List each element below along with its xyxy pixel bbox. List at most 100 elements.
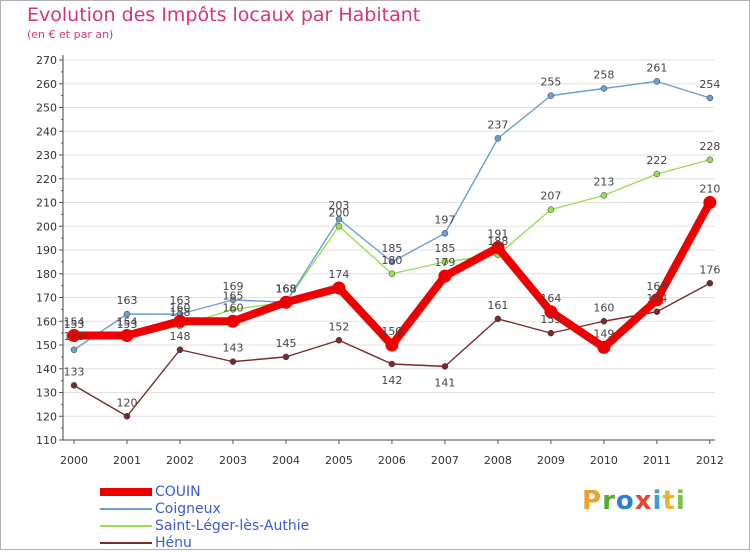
chart-legend: COUIN Coigneux Saint-Léger-lès-Authie Hénu bbox=[100, 484, 400, 552]
logo-letter: r bbox=[602, 486, 616, 516]
data-point bbox=[279, 295, 293, 309]
data-label: 179 bbox=[434, 256, 455, 269]
data-point bbox=[706, 280, 714, 287]
data-label: 168 bbox=[275, 282, 296, 295]
data-label: 133 bbox=[64, 365, 85, 378]
chart-title: Evolution des Impôts locaux par Habitant bbox=[27, 4, 421, 26]
data-label: 228 bbox=[699, 140, 720, 153]
data-label: 164 bbox=[646, 292, 667, 305]
logo-letter: x bbox=[634, 486, 653, 516]
data-label: 160 bbox=[593, 301, 614, 314]
data-point bbox=[70, 382, 78, 389]
data-label: 158 bbox=[169, 306, 190, 319]
data-point bbox=[70, 346, 78, 353]
legend-swatch bbox=[100, 525, 152, 527]
data-point bbox=[597, 340, 611, 354]
legend-label: Hénu bbox=[155, 535, 192, 551]
data-point bbox=[335, 223, 343, 230]
data-label: 163 bbox=[116, 294, 137, 307]
data-label: 142 bbox=[381, 374, 402, 387]
data-label: 180 bbox=[381, 254, 402, 267]
data-point bbox=[547, 329, 555, 337]
data-label: 164 bbox=[540, 292, 561, 305]
data-label: 261 bbox=[646, 61, 667, 74]
data-label: 258 bbox=[593, 69, 614, 82]
data-label: 163 bbox=[169, 294, 190, 307]
x-tick-label: 2005 bbox=[325, 454, 353, 467]
data-label: 188 bbox=[487, 235, 508, 248]
data-point bbox=[491, 241, 505, 255]
y-tick-label: 230 bbox=[36, 149, 57, 162]
logo-letter: o bbox=[615, 486, 635, 516]
data-label: 161 bbox=[487, 299, 508, 312]
data-label: 169 bbox=[222, 280, 243, 293]
data-label: 141 bbox=[434, 376, 455, 389]
data-point bbox=[335, 215, 343, 223]
data-point bbox=[438, 269, 452, 283]
y-tick-label: 200 bbox=[36, 220, 57, 233]
data-label: 174 bbox=[328, 268, 349, 281]
data-point bbox=[494, 135, 502, 142]
data-label: 185 bbox=[434, 242, 455, 255]
data-label: 165 bbox=[222, 289, 243, 302]
data-point bbox=[547, 92, 555, 99]
data-point bbox=[388, 258, 396, 266]
data-label: 200 bbox=[328, 206, 349, 219]
data-point bbox=[226, 314, 240, 328]
data-point bbox=[67, 329, 81, 342]
y-tick-label: 210 bbox=[36, 197, 57, 210]
data-point bbox=[441, 230, 449, 237]
data-label: 237 bbox=[487, 118, 508, 131]
legend-label: Coigneux bbox=[155, 501, 221, 517]
y-tick-label: 240 bbox=[36, 125, 57, 138]
data-point bbox=[388, 270, 396, 277]
data-label: 255 bbox=[540, 76, 561, 89]
data-label: 153 bbox=[116, 318, 137, 331]
legend-swatch bbox=[100, 508, 152, 510]
y-tick-label: 270 bbox=[36, 54, 57, 67]
logo-letter: t bbox=[662, 486, 676, 516]
x-tick-label: 2004 bbox=[272, 454, 300, 467]
data-point bbox=[650, 293, 664, 307]
data-point bbox=[653, 170, 661, 178]
data-label: 145 bbox=[275, 337, 296, 350]
y-tick-label: 130 bbox=[36, 387, 57, 400]
logo-letter: i bbox=[652, 486, 663, 516]
data-point bbox=[547, 206, 555, 213]
chart-subtitle: (en € et par an) bbox=[27, 28, 114, 41]
data-label: 191 bbox=[487, 228, 508, 241]
data-label: 160 bbox=[222, 301, 243, 314]
data-point bbox=[388, 360, 396, 368]
data-point bbox=[229, 358, 237, 365]
data-label: 222 bbox=[646, 154, 667, 167]
data-label: 155 bbox=[540, 313, 561, 326]
logo-letter: i bbox=[675, 486, 686, 516]
data-label: 148 bbox=[169, 330, 190, 343]
data-label: 152 bbox=[328, 320, 349, 333]
legend-label: Saint-Léger-lès-Authie bbox=[155, 518, 310, 534]
data-point bbox=[653, 308, 661, 315]
logo-letter: P bbox=[582, 486, 603, 516]
data-label: 149 bbox=[593, 327, 614, 340]
y-tick-label: 140 bbox=[36, 363, 57, 376]
data-label: 207 bbox=[540, 190, 561, 203]
data-point bbox=[441, 258, 449, 266]
x-tick-label: 2001 bbox=[113, 454, 141, 467]
data-label: 150 bbox=[381, 325, 402, 338]
x-tick-label: 2003 bbox=[219, 454, 247, 467]
data-point bbox=[494, 315, 502, 323]
data-point bbox=[120, 329, 134, 342]
data-label: 210 bbox=[699, 183, 720, 196]
x-tick-label: 2002 bbox=[166, 454, 194, 467]
data-label: 160 bbox=[169, 301, 190, 314]
x-tick-label: 2000 bbox=[60, 454, 88, 467]
data-label: 254 bbox=[699, 78, 720, 91]
x-tick-label: 2007 bbox=[431, 454, 459, 467]
x-tick-label: 2012 bbox=[696, 454, 724, 467]
x-tick-label: 2011 bbox=[643, 454, 671, 467]
data-label: 154 bbox=[116, 316, 137, 329]
legend-item: COUIN bbox=[100, 484, 400, 501]
data-point bbox=[600, 192, 608, 199]
